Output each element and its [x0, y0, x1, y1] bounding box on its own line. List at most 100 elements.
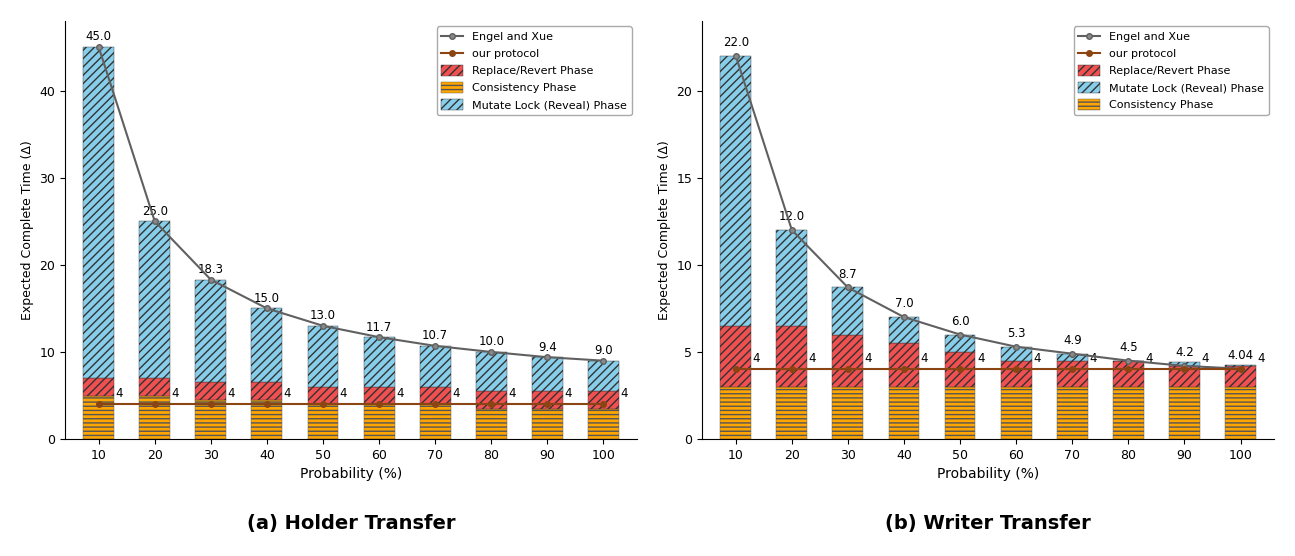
Bar — [1057, 387, 1088, 439]
Text: (b) Writer Transfer: (b) Writer Transfer — [886, 514, 1090, 533]
Bar — [83, 395, 114, 439]
Engel and Xue — [1064, 350, 1080, 357]
our protocol — [1064, 366, 1080, 373]
Text: 15.0: 15.0 — [254, 292, 280, 305]
our protocol — [1120, 366, 1136, 373]
Text: 4: 4 — [396, 387, 404, 400]
our protocol — [315, 401, 330, 408]
Text: 4: 4 — [171, 387, 179, 400]
Bar — [1169, 387, 1200, 439]
Bar — [1225, 365, 1256, 366]
Bar — [420, 346, 451, 387]
Text: 8.7: 8.7 — [839, 267, 857, 281]
Line: our protocol: our protocol — [96, 401, 606, 407]
Bar — [888, 387, 919, 439]
Bar — [944, 387, 975, 439]
Text: 4.2: 4.2 — [1175, 346, 1194, 359]
Text: 4: 4 — [115, 387, 123, 400]
Text: 6.0: 6.0 — [951, 315, 970, 327]
Bar — [532, 391, 563, 409]
Text: 4: 4 — [339, 387, 347, 400]
our protocol — [91, 401, 106, 408]
Bar — [532, 409, 563, 439]
our protocol — [783, 366, 799, 373]
Engel and Xue — [91, 43, 106, 50]
Engel and Xue — [1120, 358, 1136, 364]
our protocol — [483, 401, 499, 408]
Bar — [532, 357, 563, 391]
our protocol — [1009, 366, 1024, 373]
Bar — [1057, 361, 1088, 387]
Engel and Xue — [540, 354, 556, 360]
Bar — [588, 361, 619, 391]
Bar — [475, 391, 506, 409]
Engel and Xue — [1009, 344, 1024, 350]
our protocol — [896, 366, 912, 373]
Text: 4: 4 — [1257, 352, 1265, 365]
Text: 4.04: 4.04 — [1228, 349, 1254, 362]
Bar — [777, 230, 807, 326]
Engel and Xue — [1233, 365, 1248, 372]
Text: 4: 4 — [284, 387, 291, 400]
our protocol — [840, 366, 856, 373]
Bar — [196, 280, 227, 383]
our protocol — [1233, 366, 1248, 373]
Bar — [251, 383, 282, 400]
Bar — [420, 387, 451, 404]
Bar — [475, 352, 506, 391]
Bar — [83, 378, 114, 395]
Engel and Xue — [728, 52, 743, 59]
Engel and Xue — [427, 342, 443, 349]
Bar — [777, 387, 807, 439]
Text: 4: 4 — [1033, 352, 1040, 365]
Bar — [888, 317, 919, 343]
Text: 4: 4 — [508, 387, 515, 400]
Text: 11.7: 11.7 — [366, 321, 392, 334]
our protocol — [1177, 366, 1193, 373]
Text: 4: 4 — [1202, 352, 1208, 365]
Bar — [1112, 361, 1143, 387]
Bar — [1001, 347, 1032, 361]
our protocol — [728, 366, 743, 373]
Text: 4: 4 — [808, 352, 816, 365]
Line: Engel and Xue: Engel and Xue — [96, 44, 606, 364]
Text: 18.3: 18.3 — [198, 263, 224, 276]
Bar — [1169, 363, 1200, 366]
Bar — [1225, 366, 1256, 387]
Text: 4: 4 — [620, 387, 628, 400]
Text: 4: 4 — [565, 387, 571, 400]
Engel and Xue — [1177, 363, 1193, 369]
Bar — [140, 378, 170, 395]
Bar — [588, 409, 619, 439]
Bar — [833, 387, 864, 439]
Bar — [720, 56, 751, 326]
our protocol — [952, 366, 967, 373]
Bar — [588, 391, 619, 409]
Text: 4: 4 — [1145, 352, 1153, 365]
Bar — [308, 387, 338, 404]
Bar — [944, 335, 975, 352]
Bar — [720, 387, 751, 439]
Text: 4: 4 — [921, 352, 929, 365]
Text: 22.0: 22.0 — [723, 36, 749, 49]
Text: 4: 4 — [865, 352, 873, 365]
Bar — [308, 404, 338, 439]
Bar — [1057, 354, 1088, 361]
Engel and Xue — [896, 314, 912, 320]
our protocol — [259, 401, 275, 408]
Engel and Xue — [315, 322, 330, 329]
Line: Engel and Xue: Engel and Xue — [733, 53, 1243, 371]
Bar — [83, 47, 114, 378]
Text: 4: 4 — [1089, 352, 1097, 365]
Bar — [364, 337, 395, 387]
Line: our protocol: our protocol — [733, 366, 1243, 372]
Y-axis label: Expected Complete Time (Δ): Expected Complete Time (Δ) — [21, 140, 34, 320]
Bar — [140, 221, 170, 378]
Text: 12.0: 12.0 — [778, 210, 805, 223]
our protocol — [540, 401, 556, 408]
Engel and Xue — [483, 349, 499, 355]
Engel and Xue — [840, 284, 856, 291]
our protocol — [427, 401, 443, 408]
our protocol — [596, 401, 611, 408]
Legend: Engel and Xue, our protocol, Replace/Revert Phase, Mutate Lock (Reveal) Phase, C: Engel and Xue, our protocol, Replace/Rev… — [1074, 26, 1269, 115]
